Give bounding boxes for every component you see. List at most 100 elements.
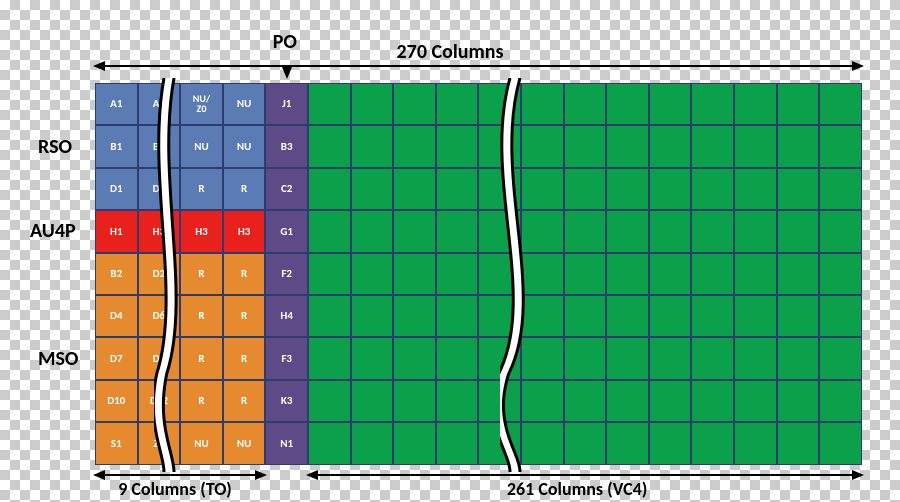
vc4-cell <box>478 295 521 337</box>
vc4-cell <box>777 380 820 422</box>
vc4-cell <box>521 337 564 379</box>
to-cell: D12 <box>138 380 181 422</box>
po-cell: G1 <box>265 210 308 252</box>
vc4-cell <box>308 337 351 379</box>
vc4-cell <box>521 422 564 464</box>
to-cell: D10 <box>95 380 138 422</box>
to-cell: NU/Z0 <box>180 83 223 125</box>
vc4-cell <box>478 125 521 167</box>
to-cell: S1 <box>95 422 138 464</box>
vc4-cell <box>564 337 607 379</box>
vc4-cell <box>521 295 564 337</box>
vc4-cell <box>308 253 351 295</box>
au4p-label: AU4P <box>30 219 76 243</box>
rso-label: RSO <box>38 135 72 159</box>
vc4-cell <box>308 422 351 464</box>
vc4-cell <box>606 125 649 167</box>
vc4-cell <box>308 168 351 210</box>
vc4-cell <box>436 295 479 337</box>
to-cell: NU <box>223 125 266 167</box>
bl-arrow-right <box>255 470 267 480</box>
bl-dim-label: 9 Columns (TO) <box>118 478 232 500</box>
vc4-cell <box>734 210 777 252</box>
vc4-cell <box>478 168 521 210</box>
vc4-cell <box>734 125 777 167</box>
vc4-cell <box>478 422 521 464</box>
vc4-cell <box>819 168 862 210</box>
to-cell: H1 <box>95 210 138 252</box>
vc4-cell <box>819 125 862 167</box>
vc4-cell <box>351 125 394 167</box>
vc4-cell <box>734 83 777 125</box>
vc4-cell <box>819 337 862 379</box>
vc4-cell <box>649 337 692 379</box>
vc4-cell <box>521 168 564 210</box>
to-cell: R <box>180 337 223 379</box>
vc4-cell <box>734 337 777 379</box>
vc4-cell <box>436 337 479 379</box>
vc4-cell <box>521 380 564 422</box>
top-dim-arrow-left <box>93 61 105 71</box>
to-cell: NU <box>180 125 223 167</box>
vc4-cell <box>691 210 734 252</box>
vc4-cell <box>606 380 649 422</box>
vc4-cell <box>564 380 607 422</box>
vc4-cell <box>606 210 649 252</box>
vc4-cell <box>649 210 692 252</box>
top-dim-label: 270 Columns <box>0 40 900 64</box>
vc4-cell <box>478 83 521 125</box>
vc4-cell <box>691 295 734 337</box>
vc4-cell <box>308 380 351 422</box>
vc4-cell <box>308 83 351 125</box>
vc4-cell <box>351 210 394 252</box>
to-cell: R <box>223 168 266 210</box>
vc4-cell <box>436 422 479 464</box>
vc4-cell <box>564 422 607 464</box>
vc4-cell <box>819 380 862 422</box>
to-cell: H3 <box>138 210 181 252</box>
vc4-cell <box>606 83 649 125</box>
to-cell: B2 <box>95 253 138 295</box>
to-cell: H3 <box>180 210 223 252</box>
br-arrow-left <box>306 470 318 480</box>
to-cell: NU <box>180 422 223 464</box>
vc4-cell <box>478 380 521 422</box>
to-cell: B2 <box>138 125 181 167</box>
vc4-cell <box>691 253 734 295</box>
po-cell: N1 <box>265 422 308 464</box>
vc4-cell <box>649 83 692 125</box>
top-dim-line <box>95 65 862 67</box>
to-cell: A2 <box>138 83 181 125</box>
vc4-cell <box>734 295 777 337</box>
vc4-cell <box>819 422 862 464</box>
vc4-cell <box>564 295 607 337</box>
to-cell: R <box>223 337 266 379</box>
vc4-cell <box>649 168 692 210</box>
vc4-cell <box>734 253 777 295</box>
vc4-cell <box>777 422 820 464</box>
po-cell: C2 <box>265 168 308 210</box>
vc4-cell <box>308 295 351 337</box>
vc4-cell <box>393 210 436 252</box>
vc4-cell <box>393 125 436 167</box>
vc4-cell <box>691 422 734 464</box>
bl-arrow-left <box>93 470 105 480</box>
vc4-cell <box>649 380 692 422</box>
to-cell: R <box>180 380 223 422</box>
vc4-cell <box>734 168 777 210</box>
vc4-cell <box>478 253 521 295</box>
po-cell: B3 <box>265 125 308 167</box>
diagram-root: 270 Columns PO RSO AU4P MSO 9 Columns (T… <box>0 0 900 502</box>
to-cell: D6 <box>138 295 181 337</box>
vc4-cell <box>777 168 820 210</box>
vc4-cell <box>564 210 607 252</box>
vc4-cell <box>819 210 862 252</box>
vc4-cell <box>606 422 649 464</box>
vc4-cell <box>393 422 436 464</box>
top-dim-arrow-right <box>852 61 864 71</box>
vc4-cell <box>393 380 436 422</box>
br-dim-label: 261 Columns (VC4) <box>507 478 648 500</box>
vc4-cell <box>777 125 820 167</box>
vc4-cell <box>351 295 394 337</box>
vc4-cell <box>564 168 607 210</box>
